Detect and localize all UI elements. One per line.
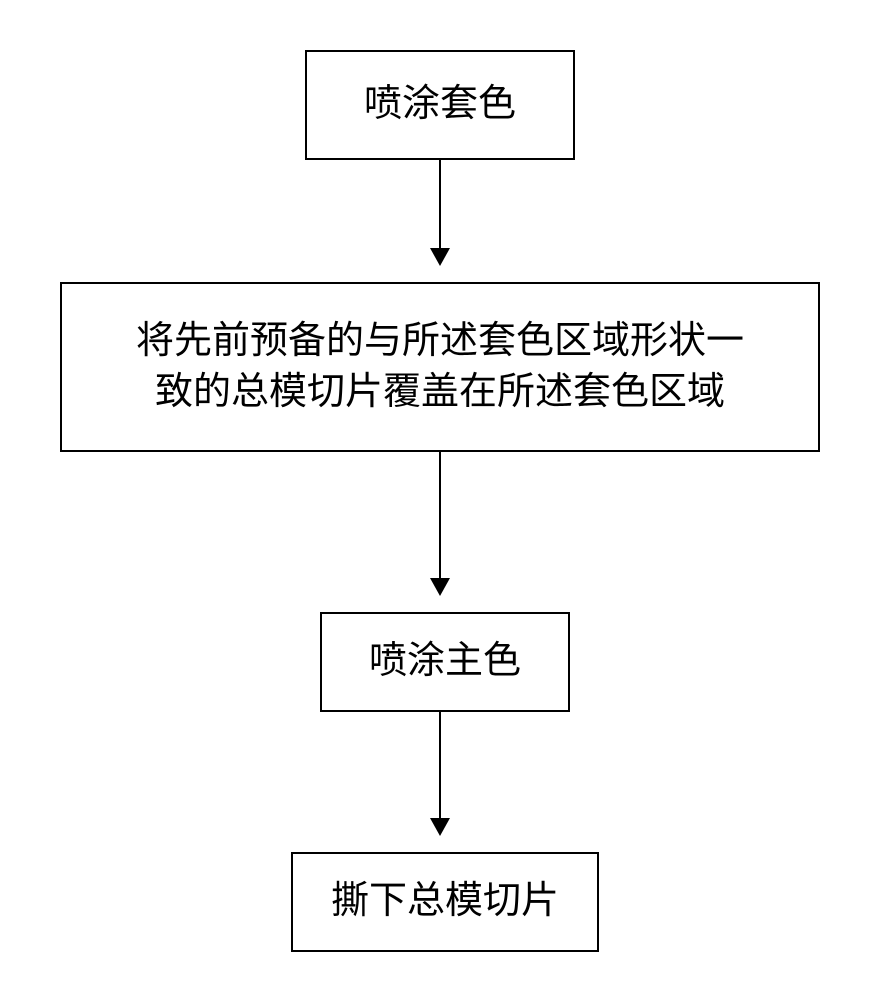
- flow-node-label: 喷涂主色: [369, 636, 521, 687]
- flow-node-label: 将先前预备的与所述套色区域形状一致的总模切片覆盖在所述套色区域: [136, 316, 744, 419]
- flow-node-label: 撕下总模切片: [331, 876, 559, 927]
- flow-node-n4: 撕下总模切片: [291, 852, 599, 952]
- flow-arrow-n2-n3: [439, 452, 441, 594]
- flow-arrow-n1-n2: [439, 160, 441, 264]
- flow-node-label: 喷涂套色: [364, 79, 516, 130]
- flow-node-n3: 喷涂主色: [320, 612, 570, 712]
- flow-node-n2: 将先前预备的与所述套色区域形状一致的总模切片覆盖在所述套色区域: [60, 282, 820, 452]
- flow-node-n1: 喷涂套色: [305, 50, 575, 160]
- flow-arrow-n3-n4: [439, 712, 441, 834]
